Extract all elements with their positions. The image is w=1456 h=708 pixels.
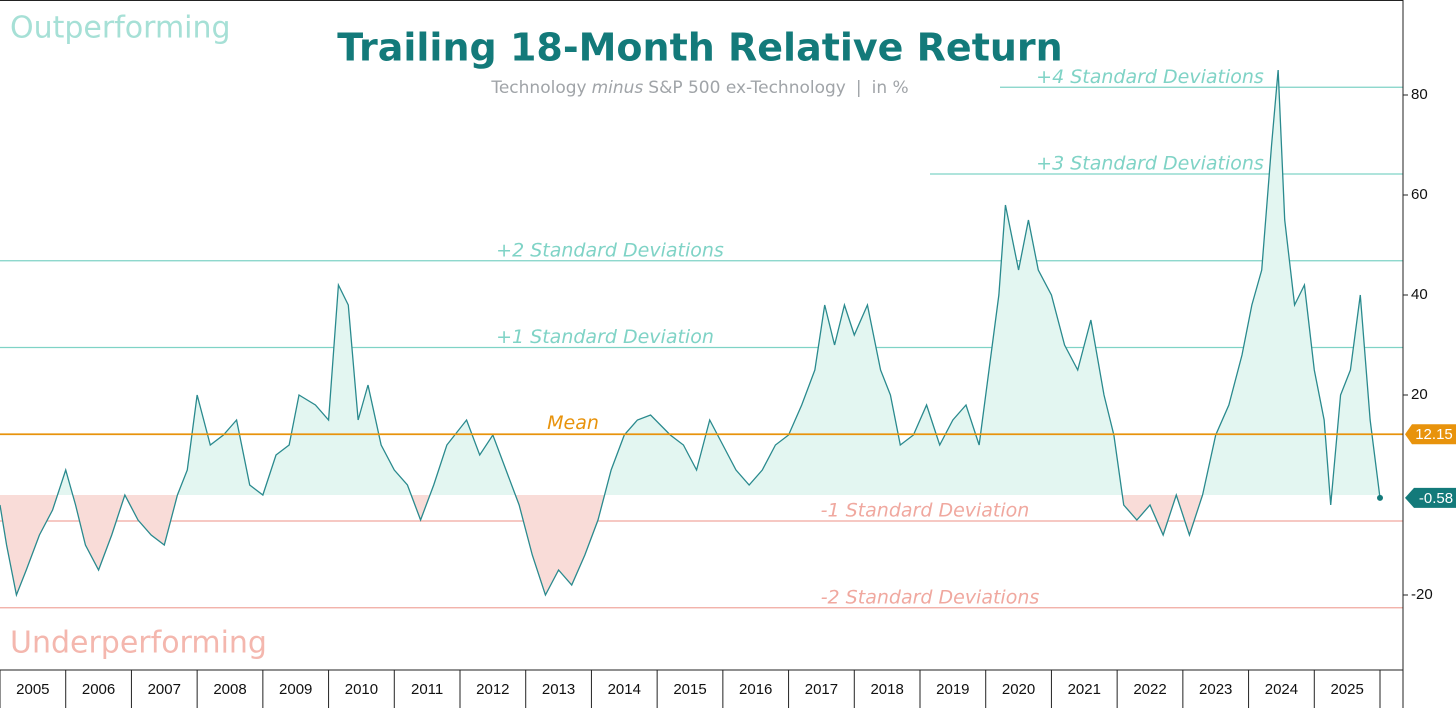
x-tick-label: 2007 (148, 681, 181, 698)
value-tag-label: -0.58 (1419, 490, 1453, 507)
subtitle-part: in % (872, 78, 909, 98)
y-tick-label: -20 (1411, 586, 1433, 603)
x-tick-label: 2021 (1068, 681, 1101, 698)
reference-label: +3 Standard Deviations (1036, 153, 1264, 175)
x-tick-label: 2023 (1199, 681, 1232, 698)
chart-title: Trailing 18-Month Relative Return (337, 26, 1062, 70)
x-tick-label: 2009 (279, 681, 312, 698)
x-tick-label: 2019 (936, 681, 969, 698)
y-tick-label: 40 (1411, 286, 1428, 303)
reference-label: +2 Standard Deviations (496, 239, 724, 261)
subtitle-part: | (856, 78, 862, 98)
x-tick-label: 2020 (1002, 681, 1035, 698)
x-tick-label: 2016 (739, 681, 772, 698)
x-tick-label: 2024 (1265, 681, 1298, 698)
reference-label: -1 Standard Deviation (821, 500, 1030, 522)
x-tick-label: 2011 (411, 681, 443, 698)
mean-tag-label: 12.15 (1415, 426, 1453, 443)
y-tick-label: 60 (1411, 186, 1428, 203)
reference-label: -2 Standard Deviations (821, 586, 1040, 608)
x-tick-label: 2006 (82, 681, 115, 698)
x-tick-label: 2022 (1133, 681, 1166, 698)
subtitle-part: Technology (490, 78, 586, 98)
x-tick-label: 2014 (608, 681, 641, 698)
x-tick-label: 2012 (476, 681, 509, 698)
value-tag (1405, 487, 1456, 508)
last-point (1377, 494, 1383, 501)
mean-label: Mean (547, 412, 599, 434)
x-tick-label: 2018 (870, 681, 903, 698)
area (0, 70, 1380, 595)
mean-tag (1405, 424, 1456, 445)
line (0, 69, 1381, 598)
x-tick-label: 2013 (542, 681, 575, 698)
subtitle-part: minus (592, 78, 644, 98)
reference-label: +4 Standard Deviations (1036, 66, 1264, 88)
y-tick-label: 20 (1411, 386, 1428, 403)
bottom-label: Underperforming (10, 626, 267, 661)
x-tick-label: 2005 (16, 681, 49, 698)
subtitle-part: S&P 500 ex-Technology (648, 78, 846, 98)
x-tick-label: 2008 (213, 681, 246, 698)
y-tick-label: 80 (1411, 86, 1428, 103)
x-tick-label: 2017 (805, 681, 838, 698)
top-label: Outperforming (10, 11, 231, 46)
x-tick-label: 2015 (673, 681, 706, 698)
x-tick-label: 2025 (1330, 681, 1363, 698)
x-tick-label: 2010 (345, 681, 378, 698)
reference-label: +1 Standard Deviation (496, 326, 714, 348)
chart-subtitle: Technology minus S&P 500 ex-Technology | in … (490, 78, 908, 98)
